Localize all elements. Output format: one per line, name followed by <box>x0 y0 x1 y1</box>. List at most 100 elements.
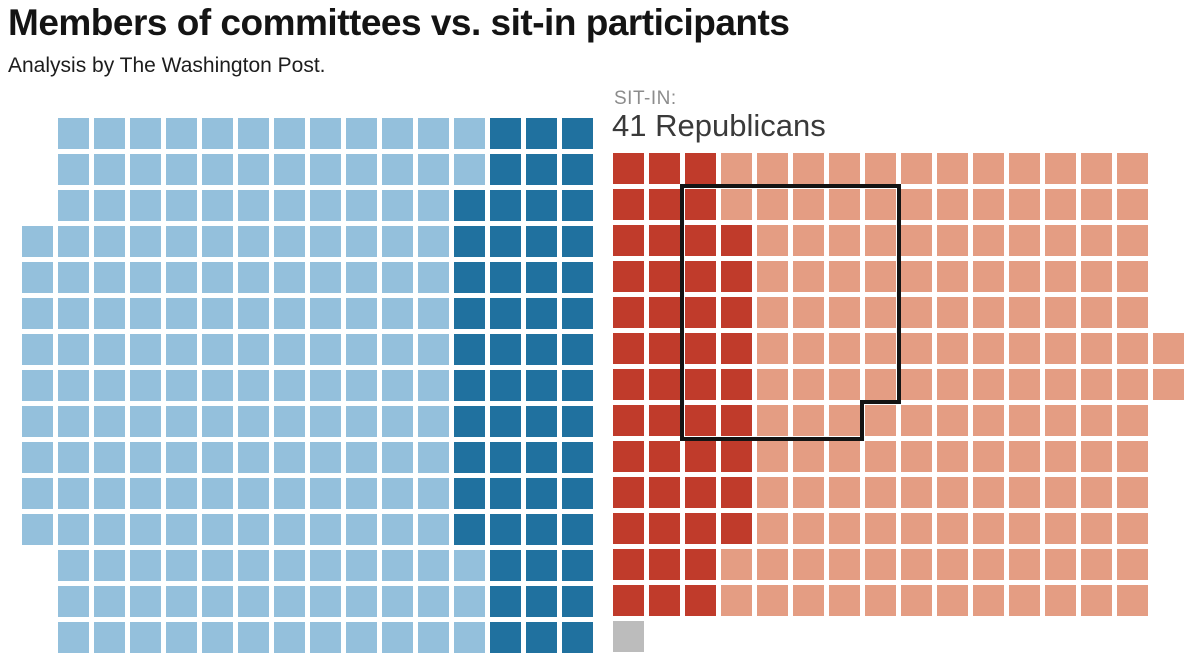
waffle-cell-democrats-dark <box>526 298 557 329</box>
waffle-cell-republicans-light <box>1045 549 1076 580</box>
waffle-cell-democrats-light <box>310 406 341 437</box>
waffle-cell-republicans-light <box>757 225 788 256</box>
waffle-cell-republicans-dark <box>685 441 716 472</box>
waffle-cell-republicans-light <box>793 225 824 256</box>
waffle-cell-democrats-light <box>130 622 161 653</box>
waffle-cell-republicans-light <box>1045 153 1076 184</box>
waffle-cell-democrats-light <box>130 118 161 149</box>
waffle-cell-republicans-dark <box>613 585 644 616</box>
waffle-cell-democrats-dark <box>562 586 593 617</box>
waffle-cell-democrats-dark <box>454 334 485 365</box>
waffle-cell-republicans-light <box>865 225 896 256</box>
waffle-cell-democrats-light <box>58 226 89 257</box>
waffle-cell-democrats-light <box>346 550 377 581</box>
waffle-cell-republicans-light <box>1117 225 1148 256</box>
waffle-cell-democrats-light <box>130 370 161 401</box>
waffle-cell-republicans-light <box>757 405 788 436</box>
waffle-cell-republicans-light <box>1117 549 1148 580</box>
waffle-cell-democrats-dark <box>490 406 521 437</box>
waffle-cell-republicans-dark <box>685 333 716 364</box>
waffle-cell-democrats-dark <box>562 478 593 509</box>
waffle-cell-democrats-light <box>382 406 413 437</box>
page-title: Members of committees vs. sit-in partici… <box>8 2 790 43</box>
waffle-cell-republicans-light <box>973 189 1004 220</box>
waffle-cell-republicans-light <box>973 225 1004 256</box>
waffle-cell-republicans-light <box>757 297 788 328</box>
waffle-cell-democrats-light <box>238 118 269 149</box>
waffle-cell-republicans-light <box>1009 441 1040 472</box>
waffle-cell-democrats-dark <box>490 334 521 365</box>
waffle-cell-republicans-light <box>793 513 824 544</box>
waffle-cell-republicans-light <box>793 189 824 220</box>
waffle-cell-democrats-light <box>274 514 305 545</box>
waffle-cell-democrats-light <box>418 586 449 617</box>
waffle-cell-republicans-light <box>865 405 896 436</box>
waffle-cell-democrats-light <box>166 478 197 509</box>
waffle-cell-republicans-dark <box>613 441 644 472</box>
waffle-cell-democrats-dark <box>454 406 485 437</box>
waffle-cell-republicans-light <box>829 513 860 544</box>
waffle-cell-democrats-light <box>310 550 341 581</box>
waffle-cell-republicans-light <box>793 297 824 328</box>
waffle-cell-republicans-light <box>1009 513 1040 544</box>
waffle-cell-democrats-light <box>238 622 269 653</box>
waffle-cell-democrats-light <box>382 442 413 473</box>
waffle-cell-republicans-dark <box>649 369 680 400</box>
waffle-cell-republicans-dark <box>613 189 644 220</box>
waffle-cell-republicans-light <box>937 549 968 580</box>
waffle-cell-republicans-light <box>829 477 860 508</box>
waffle-cell-democrats-light <box>202 586 233 617</box>
waffle-cell-democrats-light <box>130 550 161 581</box>
waffle-cell-democrats-light <box>382 226 413 257</box>
waffle-cell-democrats-light <box>310 478 341 509</box>
waffle-cell-democrats-light <box>58 298 89 329</box>
waffle-cell-democrats-light <box>346 478 377 509</box>
waffle-cell-democrats-light <box>238 154 269 185</box>
waffle-cell-republicans-light <box>721 153 752 184</box>
waffle-cell-democrats-light <box>238 442 269 473</box>
waffle-cell-democrats-dark <box>454 514 485 545</box>
waffle-cell-republicans-dark <box>649 549 680 580</box>
waffle-cell-democrats-dark <box>490 118 521 149</box>
waffle-cell-democrats-light <box>202 154 233 185</box>
waffle-cell-democrats-light <box>202 226 233 257</box>
waffle-cell-republicans-dark <box>685 549 716 580</box>
waffle-cell-democrats-light <box>130 514 161 545</box>
waffle-cell-democrats-dark <box>454 262 485 293</box>
waffle-cell-republicans-light <box>1009 225 1040 256</box>
waffle-cell-republicans-dark <box>613 405 644 436</box>
waffle-cell-republicans-light <box>1045 189 1076 220</box>
waffle-cell-democrats-light <box>238 406 269 437</box>
waffle-cell-democrats-dark <box>526 370 557 401</box>
waffle-cell-republicans-light <box>829 585 860 616</box>
waffle-cell-democrats-light <box>94 406 125 437</box>
waffle-cell-republicans-dark <box>649 225 680 256</box>
waffle-cell-democrats-dark <box>490 190 521 221</box>
waffle-cell-democrats-light <box>238 298 269 329</box>
waffle-cell-republicans-light <box>901 441 932 472</box>
waffle-cell-democrats-light <box>310 298 341 329</box>
waffle-cell-democrats-light <box>166 370 197 401</box>
waffle-cell-democrats-light <box>202 478 233 509</box>
waffle-cell-democrats-light <box>94 622 125 653</box>
waffle-cell-democrats-dark <box>490 478 521 509</box>
waffle-cell-republicans-light <box>757 369 788 400</box>
waffle-cell-democrats-light <box>166 262 197 293</box>
waffle-cell-republicans-gray <box>613 621 644 652</box>
waffle-cell-republicans-light <box>973 405 1004 436</box>
waffle-cell-democrats-dark <box>490 262 521 293</box>
waffle-cell-democrats-dark <box>454 226 485 257</box>
waffle-cell-republicans-light <box>937 153 968 184</box>
waffle-cell-republicans-dark <box>721 513 752 544</box>
waffle-cell-republicans-light <box>901 261 932 292</box>
waffle-cell-republicans-dark <box>613 549 644 580</box>
waffle-cell-democrats-light <box>418 298 449 329</box>
waffle-cell-democrats-light <box>418 550 449 581</box>
waffle-cell-republicans-light <box>829 441 860 472</box>
waffle-cell-democrats-light <box>274 586 305 617</box>
waffle-cell-republicans-dark <box>649 513 680 544</box>
waffle-cell-republicans-light <box>1117 585 1148 616</box>
waffle-cell-democrats-light <box>310 262 341 293</box>
waffle-cell-democrats-light <box>94 154 125 185</box>
